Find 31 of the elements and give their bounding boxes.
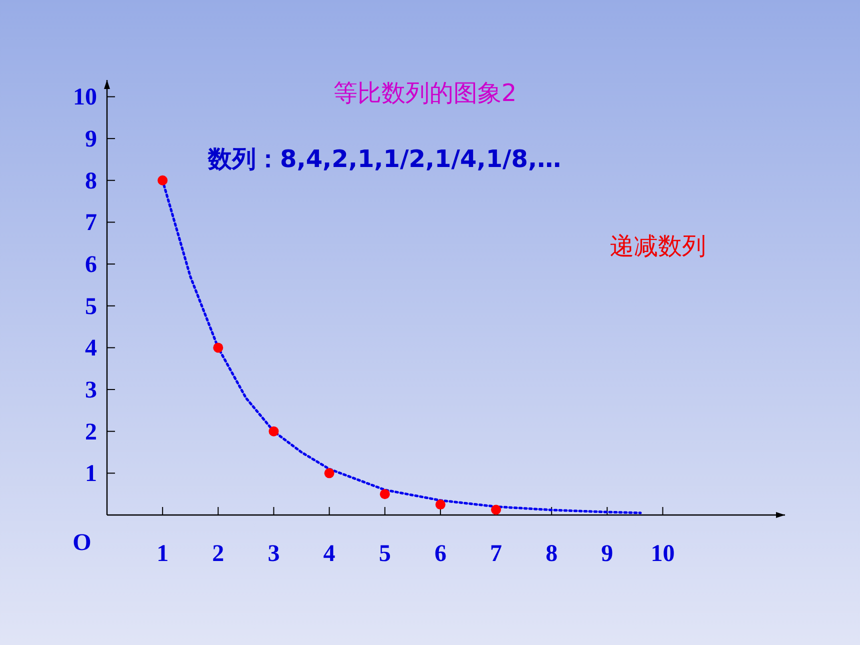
x-tick-label: 1	[156, 541, 169, 567]
x-tick-label: 10	[650, 541, 675, 567]
annotation: 数列：8,4,2,1,1/2,1/4,1/8,…	[207, 145, 562, 173]
y-tick-label: 5	[85, 294, 97, 320]
chart-title: 等比数列的图象2	[333, 79, 517, 107]
y-tick-label: 6	[85, 252, 97, 278]
point	[491, 504, 502, 515]
y-tick-label: 4	[85, 336, 97, 362]
point	[213, 342, 224, 353]
text: O	[72, 530, 92, 556]
point	[324, 468, 334, 478]
x-tick-label: 3	[268, 541, 280, 567]
point	[268, 426, 279, 436]
y-tick-label: 8	[85, 168, 97, 194]
x-tick-label: 2	[212, 541, 224, 567]
point	[158, 175, 168, 186]
x-tick-label: 4	[323, 541, 336, 567]
x-tick-label: 5	[378, 541, 391, 567]
x-tick-label: 9	[601, 541, 614, 567]
y-tick-label: 7	[85, 210, 97, 236]
x-tick-label: 8	[546, 541, 558, 567]
y-tick-label: 9	[85, 126, 97, 153]
point	[435, 500, 446, 510]
y-tick-label: 2	[85, 419, 97, 446]
x-tick-label: 7	[490, 541, 502, 567]
y-tick-label: 10	[73, 84, 97, 111]
annotation: 递减数列	[610, 232, 706, 260]
y-tick-label: 3	[85, 378, 97, 404]
y-tick-label: 1	[85, 461, 97, 488]
x-tick-label: 6	[434, 541, 446, 567]
point	[380, 489, 390, 500]
